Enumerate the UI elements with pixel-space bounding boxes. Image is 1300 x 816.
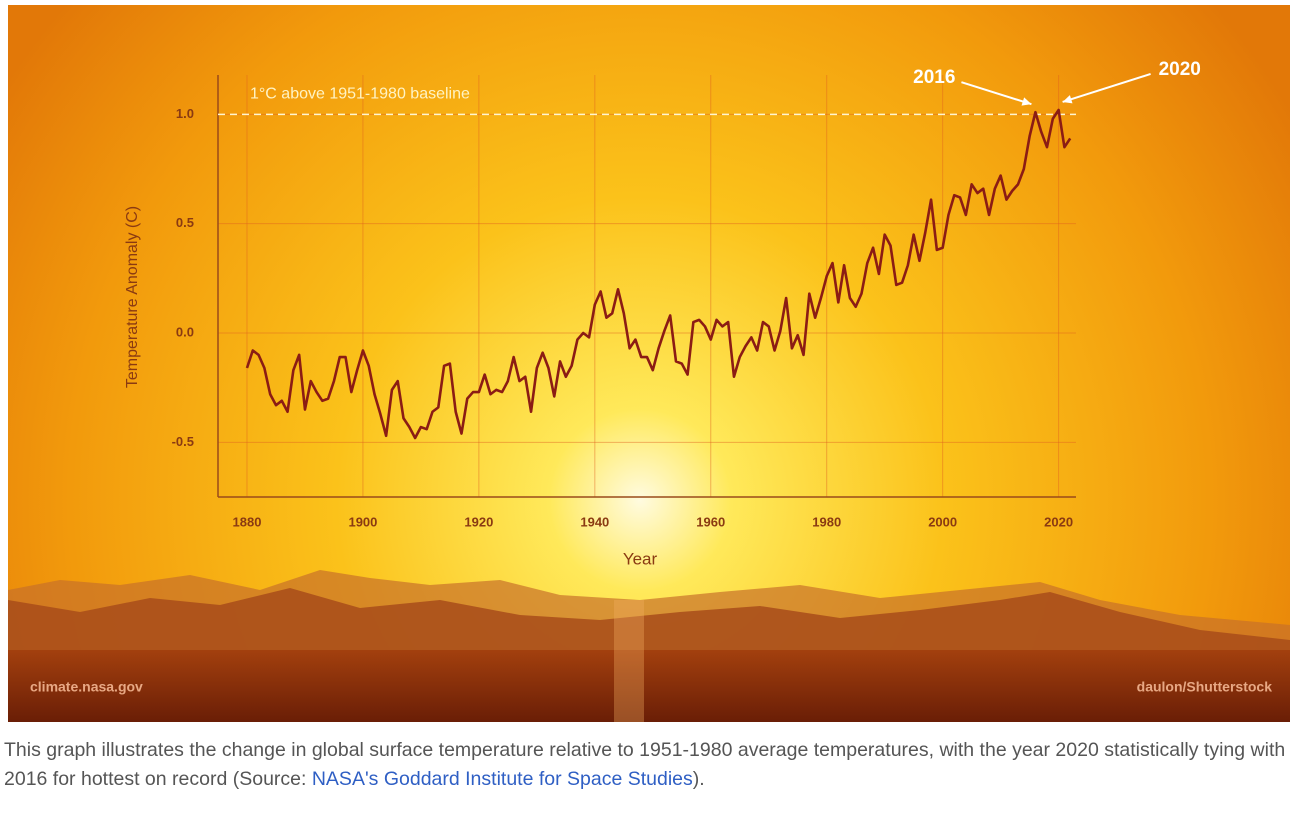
x-tick-label: 1940 <box>580 514 609 529</box>
caption-text: ). <box>692 768 705 790</box>
x-axis-label: Year <box>623 549 658 568</box>
y-axis-label: Temperature Anomaly (C) <box>124 206 141 388</box>
x-tick-label: 1920 <box>464 514 493 529</box>
arrow-head <box>1062 95 1073 104</box>
chart: 1.0 0.5 0.0 -0.5 1880 1900 1920 1940 1960 1980 200… <box>8 5 1290 722</box>
y-tick-label: 1.0 <box>176 106 194 121</box>
x-tick-label: 1880 <box>233 514 262 529</box>
annotation-arrow <box>961 81 1032 106</box>
x-tick-label: 1900 <box>348 514 377 529</box>
reference-label: 1°C above 1951-1980 baseline <box>250 86 470 103</box>
annotation: 2016 <box>913 67 955 88</box>
caption: This graph illustrates the change in glo… <box>4 736 1294 794</box>
credit: daulon/Shutterstock <box>1137 679 1273 695</box>
credit: climate.nasa.gov <box>30 679 143 695</box>
x-tick-label: 2020 <box>1044 514 1073 529</box>
x-tick-label: 2000 <box>928 514 957 529</box>
x-tick-label: 1980 <box>812 514 841 529</box>
y-tick-label: -0.5 <box>172 434 194 449</box>
y-tick-label: 0.5 <box>176 215 194 230</box>
x-tick-label: 1960 <box>696 514 725 529</box>
y-tick-label: 0.0 <box>176 324 194 339</box>
ground <box>8 650 1290 722</box>
source-link[interactable]: NASA's Goddard Institute for Space Studi… <box>311 768 693 790</box>
sun-glare <box>614 600 644 722</box>
caption-text: This graph illustrates the change in glo… <box>4 739 1286 790</box>
annotation-arrow <box>1062 73 1151 103</box>
temperature-line <box>245 108 1072 440</box>
annotation: 2020 <box>1159 59 1201 80</box>
plot: 1.0 0.5 0.0 -0.5 1880 1900 1920 1940 1960 1980 200… <box>172 59 1201 529</box>
arrow-head <box>1021 97 1032 106</box>
